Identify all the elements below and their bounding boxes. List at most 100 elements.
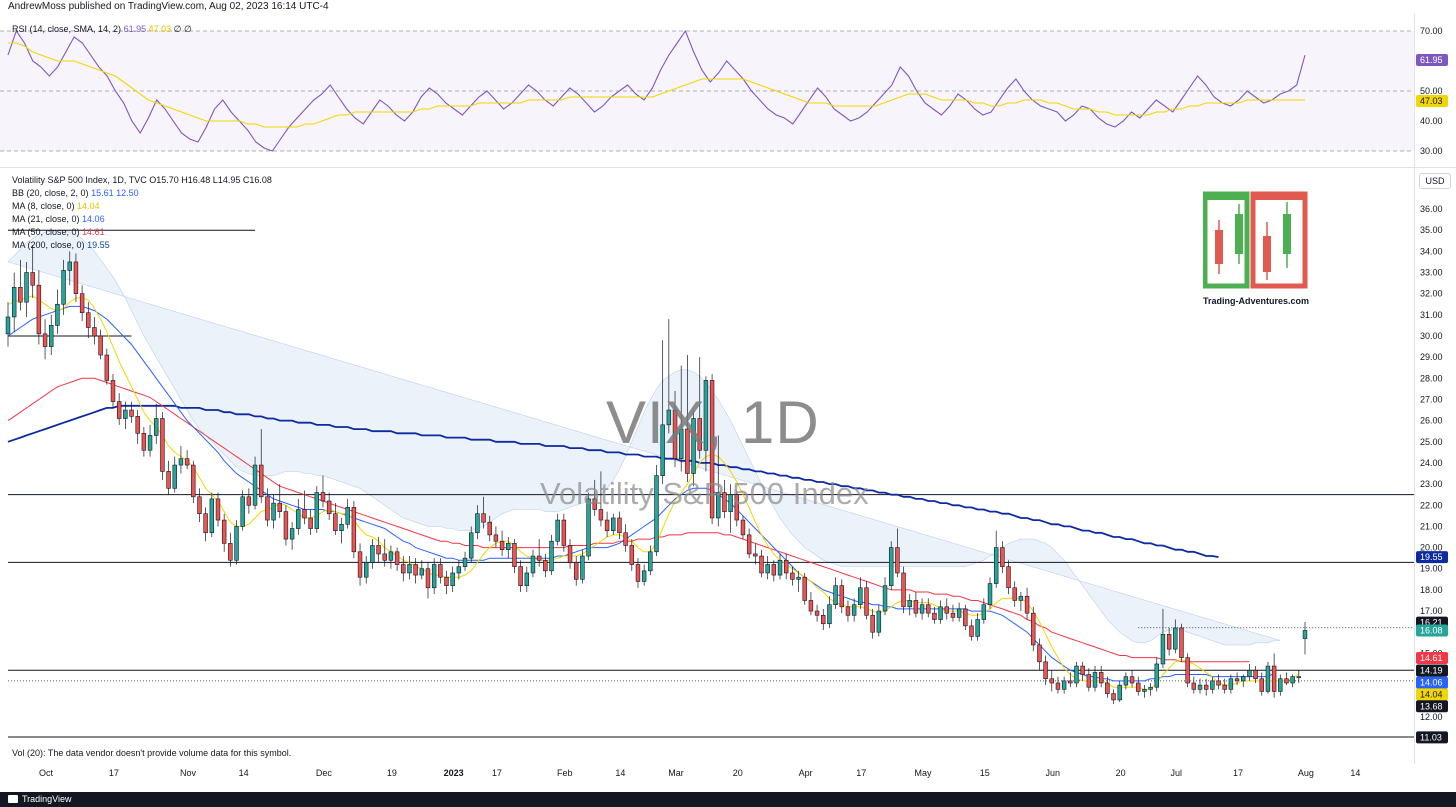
- candle: [993, 530, 999, 588]
- candle-down: [320, 492, 326, 502]
- time-tick-label: 17: [1233, 768, 1243, 778]
- time-tick-label: 2023: [444, 768, 464, 778]
- candle: [802, 572, 807, 605]
- candle-down: [969, 625, 974, 637]
- price-badge: [1416, 688, 1448, 701]
- candle: [728, 484, 733, 533]
- rsi-tick-label: 30.00: [1420, 146, 1443, 156]
- candle: [1037, 638, 1042, 671]
- ma50-legend-row[interactable]: MA (50, close, 0) 14.61: [12, 226, 272, 239]
- candle: [30, 245, 35, 298]
- candle-down: [487, 521, 492, 536]
- candle-up: [1247, 669, 1252, 677]
- candle: [932, 606, 937, 624]
- candle: [376, 536, 381, 563]
- candle: [975, 613, 980, 641]
- candle: [135, 410, 140, 444]
- candle-up: [586, 498, 591, 557]
- price-tick-label: 34.00: [1420, 246, 1443, 256]
- ma8-legend-row[interactable]: MA (8, close, 0) 14.04: [12, 200, 272, 213]
- candle-up: [289, 528, 295, 540]
- candle: [956, 602, 962, 622]
- candle-down: [734, 494, 740, 521]
- candle: [1259, 672, 1264, 696]
- candle-down: [351, 507, 357, 553]
- time-tick-label: 14: [1350, 768, 1360, 778]
- candle-down: [166, 471, 171, 489]
- candle: [296, 498, 301, 535]
- candle-up: [419, 568, 425, 576]
- price-tick-label: 25.00: [1420, 437, 1443, 447]
- candle: [197, 488, 202, 523]
- candle-up: [1265, 665, 1271, 692]
- candle: [351, 501, 357, 559]
- footer-brand[interactable]: TradingView: [22, 794, 72, 804]
- bb-legend-row[interactable]: BB (20, close, 2, 0) 15.61 12.50: [12, 187, 272, 200]
- candle-down: [790, 572, 795, 580]
- candle-down: [203, 513, 208, 534]
- main-legend[interactable]: Volatility S&P 500 Index, 1D, TVC O15.70…: [12, 174, 272, 252]
- price-badge-label: 16.21: [1420, 618, 1443, 628]
- candle-down: [963, 608, 968, 627]
- rsi-legend[interactable]: RSI (14, close, SMA, 14, 2) 61.95 47.03 …: [12, 24, 192, 35]
- candle: [215, 492, 221, 527]
- candle: [629, 539, 635, 571]
- candle: [36, 270, 42, 345]
- candle-up: [641, 570, 647, 582]
- candle: [543, 553, 548, 578]
- candle: [882, 577, 888, 616]
- candle-down: [1080, 665, 1085, 675]
- candle-down: [753, 553, 758, 557]
- candle-down: [79, 293, 85, 314]
- candle-down: [1037, 644, 1042, 663]
- candle-up: [49, 325, 54, 347]
- candle-up: [1123, 676, 1129, 686]
- candle-down: [184, 458, 190, 466]
- footer-bar: TradingView: [0, 792, 1456, 807]
- candle-down: [1012, 587, 1017, 601]
- candle: [641, 564, 647, 586]
- ma200-value: 19.55: [87, 240, 110, 250]
- candle-up: [765, 564, 770, 574]
- candle: [1092, 666, 1098, 692]
- price-tick-label: 19.00: [1420, 564, 1443, 574]
- candle-up: [67, 261, 72, 271]
- candle-down: [592, 498, 597, 510]
- candle: [703, 376, 709, 472]
- candle-down: [1031, 612, 1036, 646]
- candle-down: [129, 409, 134, 417]
- candle: [283, 505, 289, 546]
- ma200-legend-row[interactable]: MA (200, close, 0) 19.55: [12, 239, 272, 252]
- candle-down: [950, 612, 956, 618]
- candle-up: [833, 585, 838, 606]
- candle: [592, 479, 597, 516]
- ohlc-values: O15.70 H16.48 L14.95 C16.08: [149, 175, 272, 185]
- pane-separator[interactable]: [0, 167, 1456, 168]
- price-tick-label: 30.00: [1420, 331, 1443, 341]
- candle-down: [73, 261, 79, 294]
- candle-up: [530, 555, 536, 574]
- candle: [394, 547, 400, 571]
- price-badge-label: 13.68: [1420, 701, 1443, 711]
- candle: [326, 492, 332, 521]
- candle-up: [1290, 676, 1295, 684]
- candle: [259, 429, 264, 504]
- candle: [765, 556, 770, 580]
- candle-up: [1142, 689, 1147, 692]
- candle: [617, 511, 622, 540]
- publish-header: AndrewMoss published on TradingView.com,…: [0, 0, 1456, 14]
- currency-button[interactable]: USD: [1419, 173, 1451, 189]
- ma21-legend-row[interactable]: MA (21, close, 0) 14.06: [12, 213, 272, 226]
- candle: [178, 446, 184, 474]
- candle-down: [635, 564, 641, 582]
- time-tick-label: 17: [856, 768, 866, 778]
- candle-down: [302, 509, 307, 519]
- symbol-legend-row[interactable]: Volatility S&P 500 Index, 1D, TVC O15.70…: [12, 174, 272, 187]
- candle-up: [938, 606, 943, 620]
- candle-down: [42, 333, 48, 347]
- rsi-sma-legend-value: 47.03: [148, 24, 172, 34]
- candle: [110, 374, 116, 408]
- candle-up: [907, 600, 912, 608]
- candle-up: [876, 610, 882, 633]
